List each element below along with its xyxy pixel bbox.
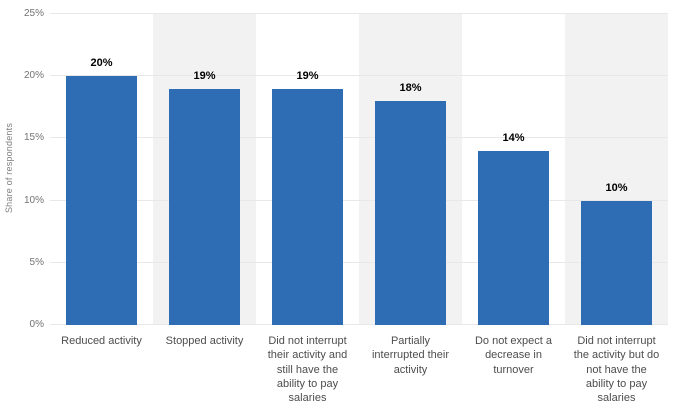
chart-column: 20%	[50, 14, 153, 325]
bar-value-label: 14%	[502, 131, 525, 144]
bar[interactable]	[375, 101, 446, 325]
bar[interactable]	[272, 88, 343, 325]
y-tick-label: 0%	[29, 319, 44, 330]
bar-value-label: 19%	[296, 69, 319, 82]
x-category-label: Did not interrupt their activity and sti…	[267, 335, 348, 405]
chart-column: 19%	[256, 14, 359, 325]
gridline	[50, 137, 668, 139]
bar-columns: 20% 19% 19% 18% 14% 10%	[50, 14, 668, 325]
bar-value-label: 19%	[193, 69, 216, 82]
bar[interactable]	[478, 150, 549, 325]
gridline	[50, 199, 668, 201]
y-tick-label: 5%	[29, 256, 44, 268]
x-category-label: Stopped activity	[165, 335, 244, 347]
y-tick-label: 25%	[23, 8, 44, 19]
chart-column: 19%	[153, 14, 256, 325]
x-category-label: Do not expect a decrease in turnover	[474, 335, 553, 376]
x-category-label: Did not interrupt the activity but do no…	[573, 335, 660, 405]
chart-column: 10%	[565, 14, 668, 325]
bar[interactable]	[169, 88, 240, 325]
bar-value-label: 10%	[605, 181, 628, 194]
x-axis-labels: Reduced activity Stopped activity Did not …	[50, 330, 668, 405]
chart-column: 14%	[462, 14, 565, 325]
plot-area: 0% 5% 10% 15% 20% 25% 20% 19% 19% 18% 14% 10%	[24, 9, 668, 330]
y-tick-label: 10%	[23, 194, 44, 206]
gridline	[50, 261, 668, 263]
bar[interactable]	[581, 200, 652, 325]
gridline	[50, 13, 668, 14]
x-category-label: Reduced activity	[61, 335, 142, 347]
bar-value-label: 18%	[399, 82, 422, 95]
gridline	[50, 75, 668, 77]
y-tick-label: 20%	[23, 70, 44, 82]
bar-value-label: 20%	[90, 57, 113, 70]
y-tick-label: 15%	[23, 132, 44, 144]
gridline	[50, 324, 668, 325]
bar[interactable]	[66, 76, 137, 325]
x-category-label: Partially interrupted their activity	[371, 335, 450, 376]
chart-column: 18%	[359, 14, 462, 325]
chart-body: 0% 5% 10% 15% 20% 25% 20% 19% 19% 18% 14% 10% Reduc…	[24, 9, 668, 405]
